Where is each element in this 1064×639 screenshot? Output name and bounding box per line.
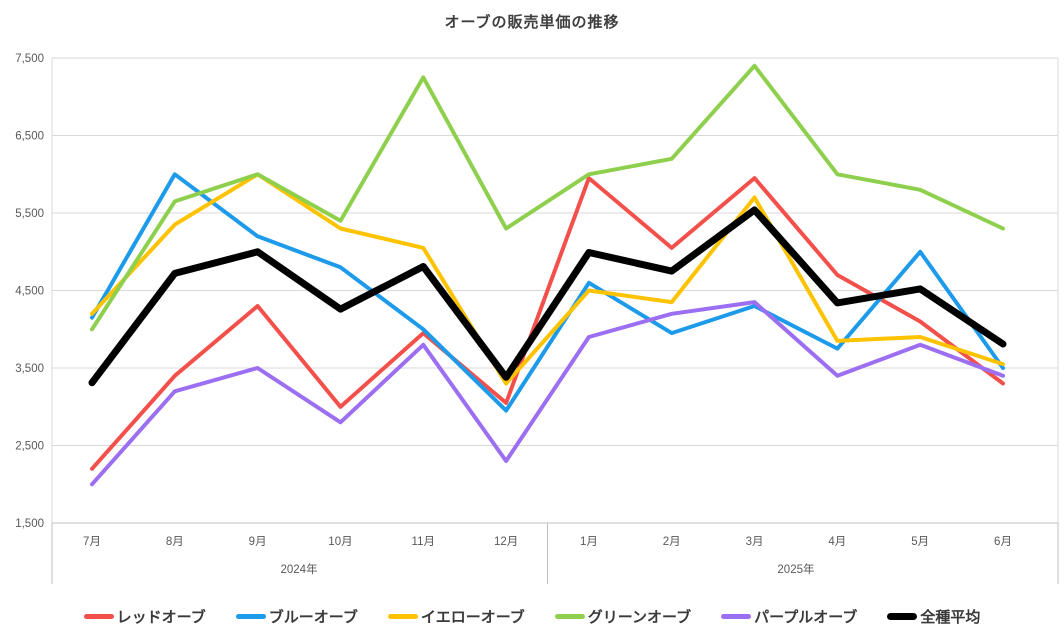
- y-tick-label: 2,500: [15, 441, 44, 453]
- series-line-4: [90, 300, 1005, 487]
- series-line-1: [90, 172, 1005, 413]
- legend-item-5: 全種平均: [887, 606, 980, 627]
- legend-label-1: ブルーオーブ: [268, 608, 358, 626]
- x-tick-label: 6月: [994, 536, 1012, 548]
- legend-label-0: レッドオーブ: [116, 608, 206, 626]
- x-tick-label: 12月: [494, 536, 518, 548]
- legend-swatch-0: [83, 613, 114, 619]
- legend-item-0: レッドオーブ: [83, 606, 206, 627]
- legend-label-5: 全種平均: [920, 608, 981, 626]
- x-tick-label: 1月: [580, 536, 598, 548]
- x-tick-label: 4月: [828, 536, 846, 548]
- x-tick-label: 11月: [412, 536, 435, 548]
- y-tick-label: 6,500: [15, 131, 44, 143]
- x-tick-label: 8月: [166, 536, 184, 548]
- legend-swatch-1: [235, 613, 266, 619]
- line-chart-plot: 1,500 2,500 3,500 4,500 5,500 6,500 7,500 7月 8月 9…: [15, 53, 1059, 584]
- legend-item-2: イエローオーブ: [387, 606, 525, 627]
- legend-label-3: グリーンオーブ: [587, 608, 692, 626]
- x-tick-label: 5月: [911, 536, 929, 548]
- chart-title: オーブの販売単価の推移: [444, 14, 620, 31]
- legend-swatch-3: [554, 613, 585, 619]
- y-tick-label: 5,500: [15, 208, 44, 220]
- y-tick-label: 4,500: [15, 286, 44, 298]
- x-tick-label: 9月: [249, 536, 267, 548]
- legend-swatch-5: [887, 612, 918, 620]
- chart-legend: レッドオーブ ブルーオーブ イエローオーブ グリーンオーブ パープルオーブ 全種平均: [0, 601, 1064, 631]
- series-line-0: [90, 176, 1005, 471]
- y-tick-label: 7,500: [15, 53, 44, 65]
- x-group-label: 2025年: [777, 562, 814, 576]
- legend-item-3: グリーンオーブ: [554, 606, 692, 627]
- series-line-2: [90, 172, 1005, 386]
- x-tick-label: 10月: [328, 536, 352, 548]
- legend-swatch-4: [721, 613, 752, 619]
- y-tick-label: 3,500: [15, 363, 44, 375]
- legend-item-4: パープルオーブ: [721, 606, 857, 627]
- legend-item-1: ブルーオーブ: [235, 606, 358, 627]
- y-tick-label: 1,500: [15, 518, 44, 530]
- legend-swatch-2: [387, 613, 418, 619]
- series-line-3: [90, 63, 1005, 332]
- series-line-5: [88, 206, 1007, 387]
- x-group-label: 2024年: [280, 562, 317, 576]
- legend-label-4: パープルオーブ: [754, 608, 858, 626]
- x-tick-label: 3月: [746, 536, 764, 548]
- x-tick-label: 2月: [663, 536, 681, 548]
- legend-label-2: イエローオーブ: [420, 608, 525, 626]
- x-tick-label: 7月: [83, 536, 101, 548]
